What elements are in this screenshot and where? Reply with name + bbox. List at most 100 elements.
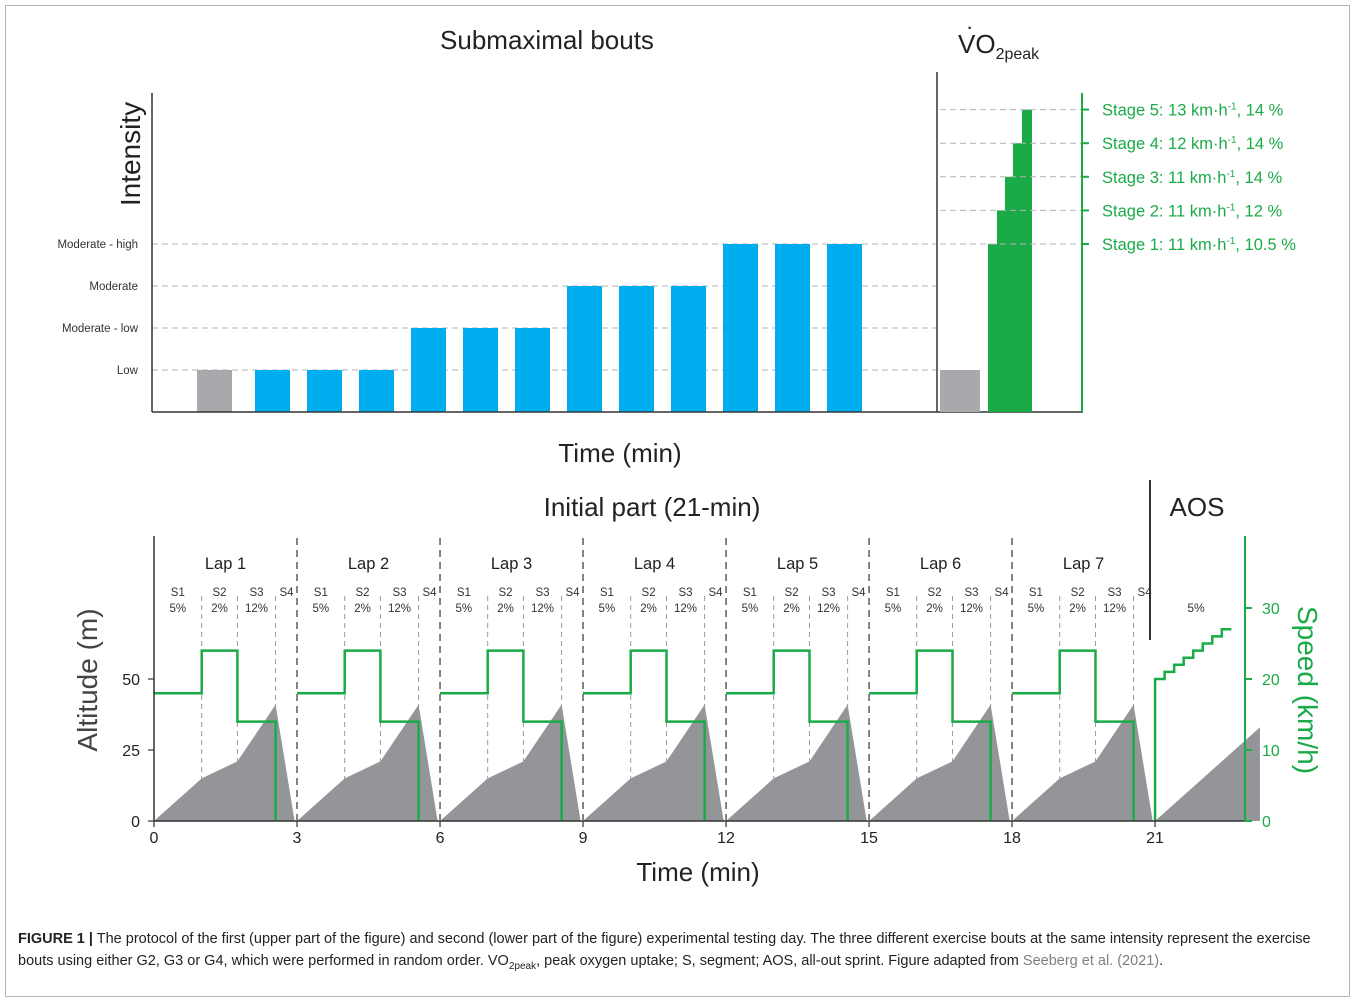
lap-label: Lap 7 <box>1063 555 1104 573</box>
segment-name: S4 <box>1138 587 1153 599</box>
speed-profile-lap <box>297 649 420 821</box>
speed-profile-lap <box>154 649 277 821</box>
altitude-profile-lap <box>440 704 581 821</box>
segment-grade: 12% <box>531 603 554 615</box>
segment-grade: 12% <box>1103 603 1126 615</box>
altitude-profile-lap <box>154 704 295 821</box>
aos-altitude-profile <box>1155 727 1260 821</box>
segment-name: S4 <box>566 587 581 599</box>
segment-grade: 2% <box>497 603 514 615</box>
vo2peak-stage-bar <box>988 244 998 412</box>
figure-caption: FIGURE 1 | The protocol of the first (up… <box>18 928 1338 978</box>
top-x-axis-label: Time (min) <box>558 438 681 468</box>
altitude-profile-lap <box>726 704 867 821</box>
segment-name: S3 <box>535 587 549 599</box>
intensity-tick-label: Low <box>117 365 139 377</box>
altitude-profile-lap <box>1012 704 1153 821</box>
segment-name: S4 <box>709 587 724 599</box>
intensity-bar <box>619 286 654 412</box>
caption-text-a: The protocol of the first (upper part of… <box>18 931 1311 969</box>
caption-vo2-sub: 2peak <box>508 960 537 972</box>
segment-name: S2 <box>642 587 656 599</box>
vo2peak-stage-bar <box>1022 109 1032 412</box>
segment-grade: 2% <box>354 603 371 615</box>
intensity-bar <box>567 286 602 412</box>
segment-name: S3 <box>821 587 835 599</box>
segment-name: S3 <box>392 587 406 599</box>
segment-name: S1 <box>171 587 185 599</box>
segment-name: S4 <box>852 587 867 599</box>
vo2peak-title: VO2peak <box>958 29 1040 63</box>
speed-tick-label: 10 <box>1262 743 1280 760</box>
caption-citation-link[interactable]: Seeberg et al. (2021) <box>1022 953 1160 969</box>
stage-label: Stage 5: 13 km·h-1, 14 % <box>1102 102 1284 120</box>
altitude-profile-lap <box>297 704 438 821</box>
caption-vo2-main: VO <box>487 953 509 969</box>
intensity-bar <box>723 244 758 412</box>
vo2peak-stage-bar <box>1013 143 1023 412</box>
intensity-axis-label: Intensity <box>115 102 146 206</box>
segment-grade: 2% <box>640 603 657 615</box>
stage-label: Stage 3: 11 km·h-1, 14 % <box>1102 169 1282 187</box>
intensity-bar <box>255 370 290 412</box>
intensity-bar <box>515 328 550 412</box>
intensity-tick-label: Moderate - low <box>62 323 139 335</box>
intensity-bar <box>775 244 810 412</box>
top-title: Submaximal bouts <box>440 25 654 55</box>
lap-label: Lap 1 <box>205 555 246 573</box>
bottom-aos-title: AOS <box>1170 492 1225 522</box>
stage-label: Stage 4: 12 km·h-1, 14 % <box>1102 135 1284 153</box>
segment-name: S1 <box>314 587 328 599</box>
altitude-tick-label: 25 <box>122 743 140 760</box>
x-tick-label: 0 <box>150 830 159 847</box>
segment-name: S1 <box>1029 587 1043 599</box>
x-tick-label: 3 <box>293 830 302 847</box>
segment-grade: 12% <box>674 603 697 615</box>
vo2peak-title-sub: 2peak <box>996 46 1041 63</box>
segment-name: S2 <box>785 587 799 599</box>
segment-name: S2 <box>928 587 942 599</box>
stage-label: Stage 1: 11 km·h-1, 10.5 % <box>1102 236 1296 254</box>
altitude-profile-lap <box>869 704 1010 821</box>
segment-grade: 5% <box>170 603 187 615</box>
intensity-tick-label: Moderate <box>89 281 138 293</box>
stage-label: Stage 2: 11 km·h-1, 12 % <box>1102 202 1282 220</box>
lap-label: Lap 4 <box>634 555 675 573</box>
x-tick-label: 18 <box>1003 830 1021 847</box>
aos-speed-profile <box>1153 628 1232 821</box>
vo2peak-title-main: VO <box>958 29 996 59</box>
segment-grade: 12% <box>245 603 268 615</box>
intensity-bar <box>671 286 706 412</box>
bottom-panel: 0 3 6 9 12 15 18 21 0 25 50 0 10 20 30 Lap 1 S1 5% S2 2% S3 1… <box>122 480 1280 847</box>
segment-grade: 5% <box>1028 603 1045 615</box>
vo2peak-stage-bar <box>997 210 1006 412</box>
segment-grade: 2% <box>926 603 943 615</box>
segment-name: S3 <box>678 587 692 599</box>
segment-name: S2 <box>499 587 513 599</box>
segment-grade: 5% <box>885 603 902 615</box>
segment-name: S3 <box>965 587 979 599</box>
top-panel: Low Moderate - low Moderate Moderate - high… <box>57 72 1296 413</box>
speed-profile-lap <box>869 649 992 821</box>
x-tick-label: 6 <box>436 830 445 847</box>
segment-name: S1 <box>457 587 471 599</box>
speed-axis-label: Speed (km/h) <box>1292 606 1323 774</box>
segment-name: S3 <box>1108 587 1122 599</box>
intensity-bar <box>359 370 394 412</box>
caption-text-c: . <box>1159 953 1164 969</box>
segment-grade: 5% <box>456 603 473 615</box>
bottom-initial-title: Initial part (21-min) <box>544 492 761 522</box>
x-tick-label: 15 <box>860 830 878 847</box>
segment-grade: 12% <box>960 603 983 615</box>
segment-name: S3 <box>249 587 263 599</box>
caption-text-b: , peak oxygen uptake; S, segment; AOS, a… <box>536 953 1023 969</box>
x-tick-label: 12 <box>717 830 735 847</box>
intensity-bar <box>827 244 862 412</box>
speed-profile-lap <box>440 649 563 821</box>
intensity-tick-label: Moderate - high <box>57 239 138 251</box>
altitude-tick-label: 0 <box>131 814 140 831</box>
segment-name: S4 <box>995 587 1010 599</box>
speed-tick-label: 0 <box>1262 814 1271 831</box>
segment-grade: 12% <box>817 603 840 615</box>
lap-label: Lap 5 <box>777 555 818 573</box>
